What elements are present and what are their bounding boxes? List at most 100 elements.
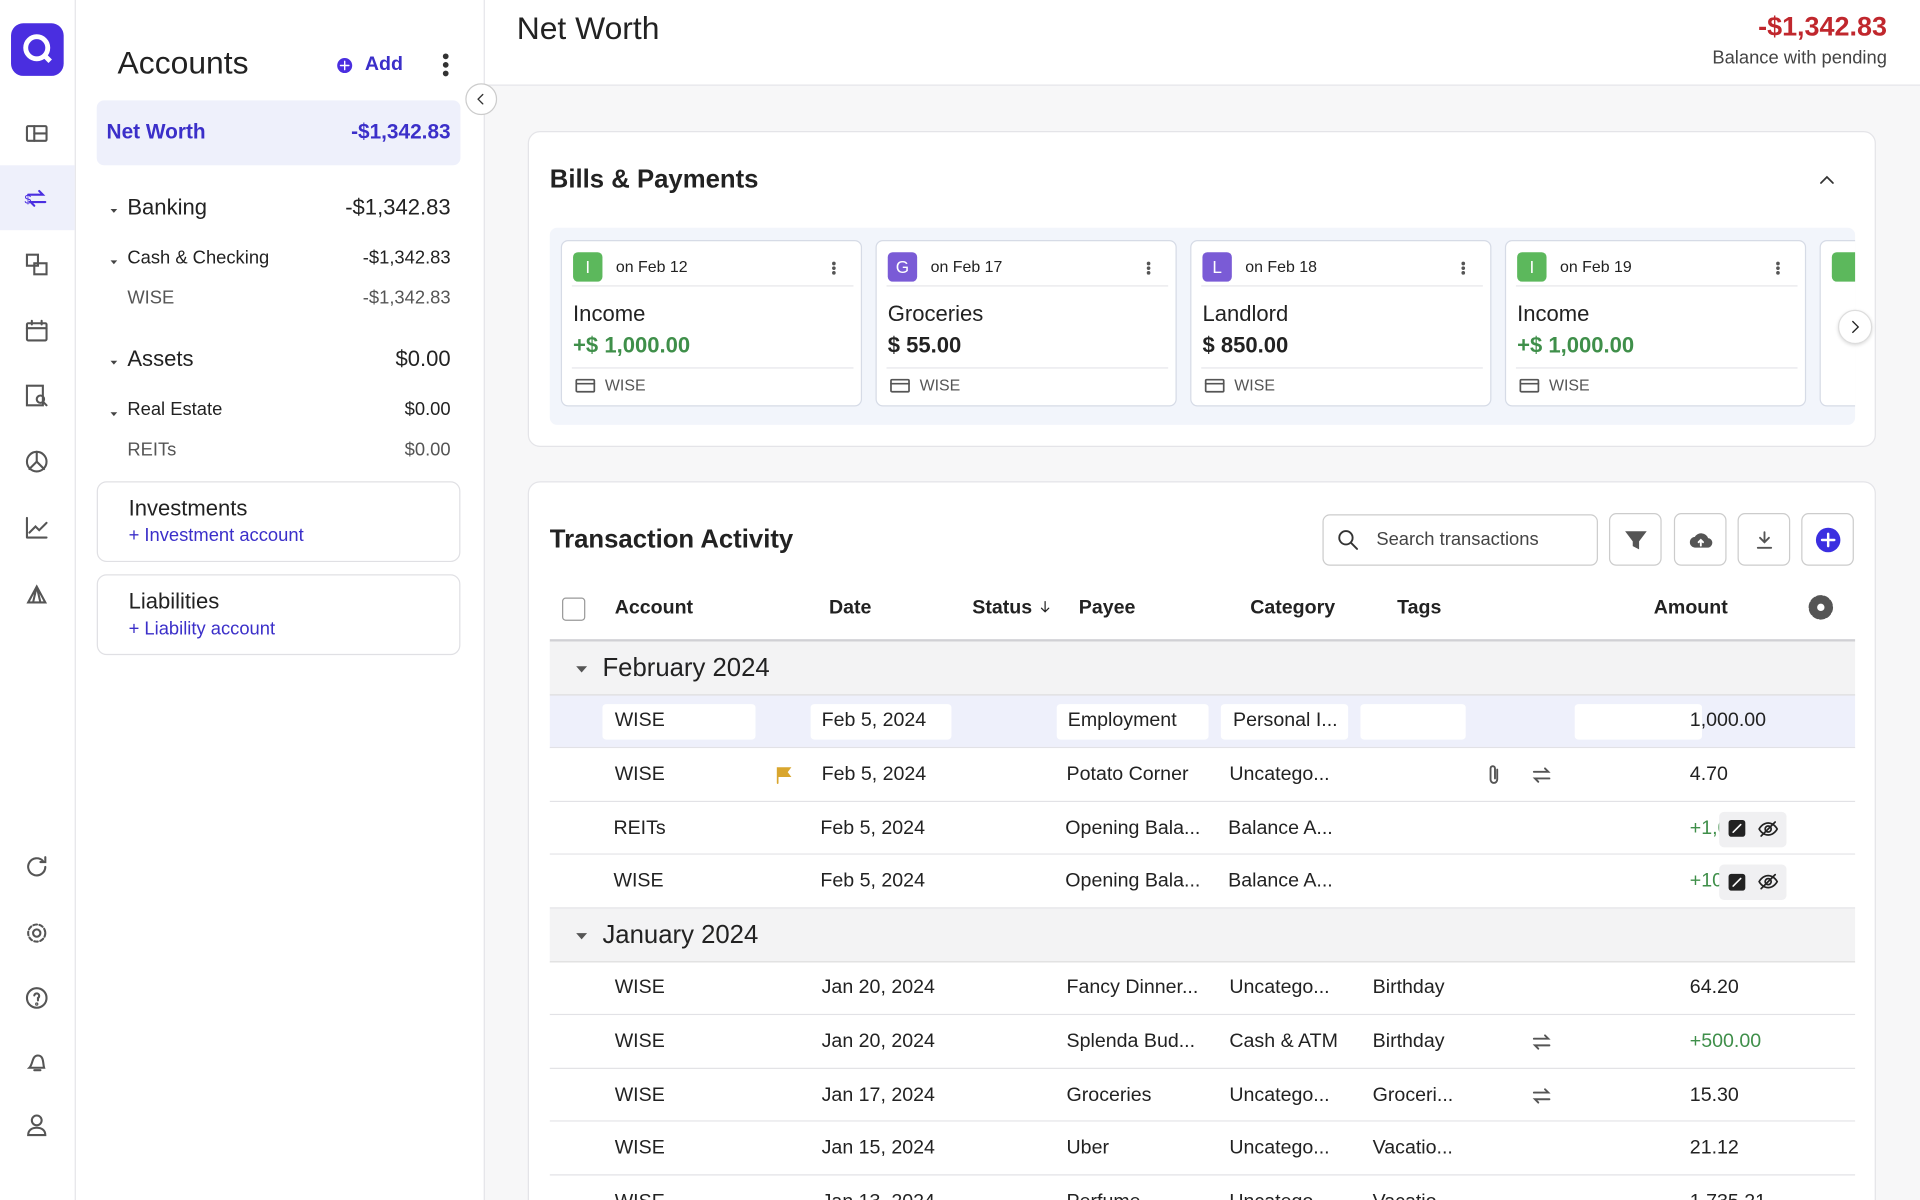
bill-amount: +$ 1,000.00 (1517, 333, 1635, 358)
more-menu[interactable] (432, 51, 459, 78)
edit-field[interactable] (1574, 704, 1703, 741)
column-header[interactable]: Amount (1653, 597, 1728, 619)
month-row[interactable] (549, 641, 1856, 696)
account-name[interactable]: REITs (127, 439, 177, 461)
edit-field[interactable] (602, 704, 756, 741)
add-account-button[interactable]: Add (364, 53, 403, 75)
account-name[interactable]: WISE (127, 287, 175, 309)
column-header[interactable]: Date (828, 597, 872, 619)
edit-field[interactable] (1056, 704, 1209, 741)
group-name[interactable]: Assets (127, 346, 194, 372)
transaction-row[interactable] (549, 1122, 1856, 1176)
column-header[interactable]: Status (972, 597, 1033, 619)
nav-icon[interactable] (23, 1112, 50, 1139)
nav-icon[interactable] (23, 853, 50, 880)
cell-account: WISE (614, 764, 665, 785)
collapse-sidebar[interactable] (465, 83, 498, 116)
bill-menu[interactable] (1455, 260, 1472, 277)
collapse-chevron-glyph (477, 93, 484, 105)
nav-icon[interactable] (23, 382, 50, 409)
carousel-next[interactable] (1837, 309, 1873, 345)
nav-icon[interactable] (23, 448, 50, 475)
subgroup-name[interactable]: Cash & Checking (127, 247, 270, 269)
nav-icon[interactable] (23, 317, 50, 344)
bill-amount: $ 55.00 (887, 333, 962, 358)
flag-icon[interactable] (773, 764, 795, 786)
cell-payee: Employment (1067, 710, 1177, 732)
column-header[interactable]: Tags (1397, 597, 1442, 619)
nav-icon[interactable] (23, 984, 50, 1011)
net-worth-row[interactable] (96, 100, 461, 166)
percent-icon-glyph (1727, 873, 1745, 891)
select-all-checkbox[interactable] (562, 597, 586, 621)
hide-icon[interactable] (1757, 817, 1779, 839)
logo[interactable] (11, 23, 64, 76)
edit-field[interactable] (1360, 704, 1466, 741)
cell-payee: Opening Bala... (1065, 870, 1201, 892)
nav-icon[interactable] (23, 251, 50, 278)
cell-account: WISE (614, 977, 665, 999)
attachment-icon[interactable] (1482, 763, 1506, 787)
bill-menu[interactable] (1769, 260, 1786, 277)
cell-amount: 1,000.00 (1689, 710, 1767, 732)
nav-icon[interactable]: $ (23, 185, 50, 212)
transaction-row[interactable] (549, 855, 1856, 909)
bill-menu[interactable] (825, 260, 842, 277)
upload-button-icon (1688, 527, 1712, 551)
recurring-icon-glyph (1532, 1034, 1551, 1050)
caret[interactable] (108, 252, 120, 265)
payee-badge: I (1517, 252, 1547, 282)
search-icon (1336, 528, 1360, 552)
nav-icon[interactable] (23, 580, 50, 607)
bill-menu[interactable] (1140, 260, 1157, 277)
attachment-icon-glyph (1489, 765, 1499, 784)
add-account-link[interactable]: + Liability account (128, 618, 276, 640)
collapse-bills[interactable] (1816, 169, 1838, 191)
column-header[interactable]: Payee (1078, 597, 1136, 619)
add-icon[interactable] (335, 56, 353, 74)
add-account-link[interactable]: + Investment account (128, 525, 304, 547)
group-name[interactable]: Banking (127, 194, 208, 220)
transaction-row[interactable] (549, 1175, 1856, 1200)
cell-date: Feb 5, 2024 (820, 817, 925, 839)
cell-amount: 4.70 (1689, 764, 1728, 785)
column-settings[interactable] (1807, 594, 1834, 621)
percent-icon[interactable] (1726, 818, 1747, 839)
transaction-row[interactable] (549, 801, 1856, 856)
search-box[interactable] (1322, 514, 1598, 566)
transaction-row[interactable] (549, 748, 1856, 802)
recurring-icon[interactable] (1529, 1083, 1553, 1107)
cell-tags: Vacatio... (1373, 1183, 1453, 1200)
caret[interactable] (108, 404, 120, 417)
hide-icon[interactable] (1757, 871, 1779, 893)
recurring-icon[interactable] (1529, 763, 1553, 787)
caret[interactable] (108, 353, 120, 365)
percent-icon[interactable] (1726, 871, 1747, 892)
nav-icon[interactable] (23, 1048, 50, 1075)
recurring-icon[interactable] (1529, 1030, 1553, 1054)
transaction-row[interactable] (549, 1068, 1856, 1123)
caret[interactable] (108, 201, 120, 213)
transaction-row[interactable] (549, 961, 1856, 1016)
subgroup-name[interactable]: Real Estate (127, 399, 223, 421)
column-header[interactable]: Account (614, 597, 694, 619)
transaction-row[interactable] (549, 1015, 1856, 1069)
edit-field[interactable] (1220, 704, 1349, 741)
month-row[interactable] (549, 908, 1856, 962)
cell-payee: Fancy Dinner... (1066, 977, 1199, 999)
caret-glyph (110, 208, 118, 213)
nav-icon[interactable] (23, 920, 50, 947)
nav-icon[interactable] (23, 514, 50, 541)
nav-icon[interactable] (23, 120, 50, 147)
recurring-icon-glyph (1532, 767, 1551, 783)
payee-badge: I (573, 252, 603, 282)
edit-field[interactable] (810, 704, 952, 741)
balance-label: Balance with pending (1712, 47, 1887, 69)
column-header[interactable]: Category (1250, 597, 1336, 619)
card-icon (1518, 375, 1540, 397)
cell-date: Jan 17, 2024 (821, 1084, 935, 1106)
